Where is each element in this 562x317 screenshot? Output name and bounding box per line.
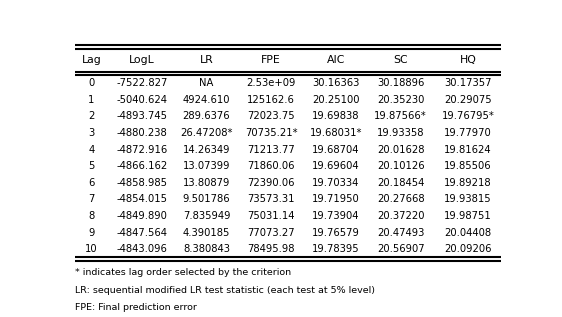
Text: 20.04408: 20.04408 xyxy=(445,228,491,237)
Text: 8.380843: 8.380843 xyxy=(183,244,230,254)
Text: 20.01628: 20.01628 xyxy=(377,145,424,155)
Text: LR: LR xyxy=(200,55,214,65)
Text: 72390.06: 72390.06 xyxy=(247,178,295,188)
Text: 19.71950: 19.71950 xyxy=(312,194,360,204)
Text: 19.87566*: 19.87566* xyxy=(374,111,427,121)
Text: 19.81624: 19.81624 xyxy=(444,145,492,155)
Text: 19.73904: 19.73904 xyxy=(312,211,360,221)
Text: 19.89218: 19.89218 xyxy=(444,178,492,188)
Text: 71860.06: 71860.06 xyxy=(247,161,295,171)
Text: 10: 10 xyxy=(85,244,98,254)
Text: 19.76795*: 19.76795* xyxy=(441,111,495,121)
Text: 26.47208*: 26.47208* xyxy=(180,128,233,138)
Text: 5: 5 xyxy=(88,161,94,171)
Text: 1: 1 xyxy=(88,95,94,105)
Text: 70735.21*: 70735.21* xyxy=(245,128,297,138)
Text: 19.70334: 19.70334 xyxy=(312,178,360,188)
Text: 19.93815: 19.93815 xyxy=(444,194,492,204)
Text: 9: 9 xyxy=(88,228,94,237)
Text: AIC: AIC xyxy=(327,55,345,65)
Text: 19.78395: 19.78395 xyxy=(312,244,360,254)
Text: 20.27668: 20.27668 xyxy=(377,194,424,204)
Text: -4893.745: -4893.745 xyxy=(116,111,167,121)
Text: FPE: Final prediction error: FPE: Final prediction error xyxy=(75,303,197,312)
Text: 20.37220: 20.37220 xyxy=(377,211,424,221)
Text: 78495.98: 78495.98 xyxy=(247,244,295,254)
Text: 30.17357: 30.17357 xyxy=(444,78,492,88)
Text: 19.68031*: 19.68031* xyxy=(310,128,362,138)
Text: -4880.238: -4880.238 xyxy=(116,128,167,138)
Text: 4: 4 xyxy=(88,145,94,155)
Text: -4872.916: -4872.916 xyxy=(116,145,167,155)
Text: Lag: Lag xyxy=(81,55,101,65)
Text: -5040.624: -5040.624 xyxy=(116,95,167,105)
Text: LR: sequential modified LR test statistic (each test at 5% level): LR: sequential modified LR test statisti… xyxy=(75,286,375,294)
Text: 7.835949: 7.835949 xyxy=(183,211,230,221)
Text: 20.35230: 20.35230 xyxy=(377,95,424,105)
Text: 19.76579: 19.76579 xyxy=(312,228,360,237)
Text: -4858.985: -4858.985 xyxy=(116,178,167,188)
Text: 72023.75: 72023.75 xyxy=(247,111,295,121)
Text: 2.53e+09: 2.53e+09 xyxy=(247,78,296,88)
Text: 7: 7 xyxy=(88,194,94,204)
Text: 19.69604: 19.69604 xyxy=(312,161,360,171)
Text: 4924.610: 4924.610 xyxy=(183,95,230,105)
Text: -4849.890: -4849.890 xyxy=(116,211,167,221)
Text: 19.98751: 19.98751 xyxy=(444,211,492,221)
Text: 19.85506: 19.85506 xyxy=(444,161,492,171)
Text: 20.29075: 20.29075 xyxy=(444,95,492,105)
Text: 19.77970: 19.77970 xyxy=(444,128,492,138)
Text: 20.10126: 20.10126 xyxy=(377,161,424,171)
Text: 75031.14: 75031.14 xyxy=(247,211,295,221)
Text: SC: SC xyxy=(393,55,408,65)
Text: -4866.162: -4866.162 xyxy=(116,161,167,171)
Text: 6: 6 xyxy=(88,178,94,188)
Text: 30.18896: 30.18896 xyxy=(377,78,424,88)
Text: 14.26349: 14.26349 xyxy=(183,145,230,155)
Text: 77073.27: 77073.27 xyxy=(247,228,295,237)
Text: -4843.096: -4843.096 xyxy=(116,244,167,254)
Text: -7522.827: -7522.827 xyxy=(116,78,167,88)
Text: 2: 2 xyxy=(88,111,94,121)
Text: LogL: LogL xyxy=(129,55,155,65)
Text: 19.68704: 19.68704 xyxy=(312,145,360,155)
Text: 13.07399: 13.07399 xyxy=(183,161,230,171)
Text: 20.56907: 20.56907 xyxy=(377,244,424,254)
Text: 125162.6: 125162.6 xyxy=(247,95,295,105)
Text: 8: 8 xyxy=(88,211,94,221)
Text: 20.18454: 20.18454 xyxy=(377,178,424,188)
Text: FPE: FPE xyxy=(261,55,281,65)
Text: 13.80879: 13.80879 xyxy=(183,178,230,188)
Text: * indicates lag order selected by the criterion: * indicates lag order selected by the cr… xyxy=(75,268,291,277)
Text: 30.16363: 30.16363 xyxy=(312,78,360,88)
Text: 20.25100: 20.25100 xyxy=(312,95,360,105)
Text: 9.501786: 9.501786 xyxy=(183,194,230,204)
Text: 289.6376: 289.6376 xyxy=(183,111,230,121)
Text: HQ: HQ xyxy=(460,55,477,65)
Text: NA: NA xyxy=(200,78,214,88)
Text: 71213.77: 71213.77 xyxy=(247,145,295,155)
Text: 19.93358: 19.93358 xyxy=(377,128,424,138)
Text: -4854.015: -4854.015 xyxy=(116,194,167,204)
Text: 73573.31: 73573.31 xyxy=(247,194,295,204)
Text: 3: 3 xyxy=(88,128,94,138)
Text: 20.47493: 20.47493 xyxy=(377,228,424,237)
Text: 4.390185: 4.390185 xyxy=(183,228,230,237)
Text: 19.69838: 19.69838 xyxy=(312,111,360,121)
Text: 20.09206: 20.09206 xyxy=(444,244,492,254)
Text: -4847.564: -4847.564 xyxy=(116,228,167,237)
Text: 0: 0 xyxy=(88,78,94,88)
